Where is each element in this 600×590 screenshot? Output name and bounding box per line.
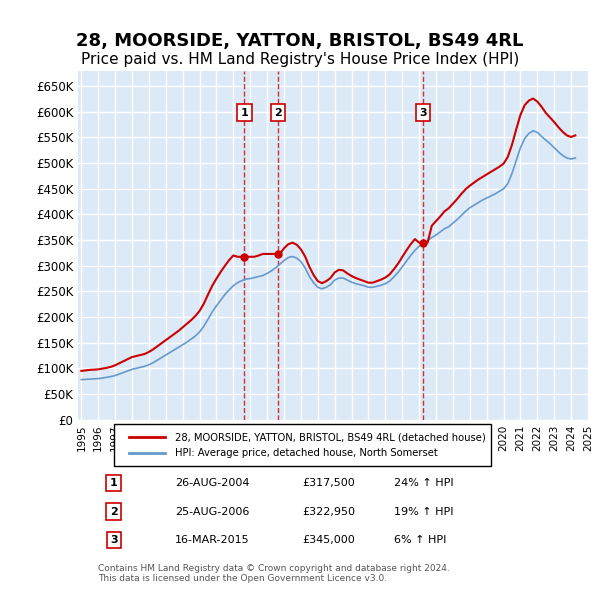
Text: Contains HM Land Registry data © Crown copyright and database right 2024.: Contains HM Land Registry data © Crown c… xyxy=(98,564,450,573)
Text: 1: 1 xyxy=(110,478,118,488)
Text: 3: 3 xyxy=(110,535,118,545)
Text: 28, MOORSIDE, YATTON, BRISTOL, BS49 4RL (detached house): 28, MOORSIDE, YATTON, BRISTOL, BS49 4RL … xyxy=(175,432,485,442)
Text: 19% ↑ HPI: 19% ↑ HPI xyxy=(394,507,454,517)
FancyBboxPatch shape xyxy=(114,424,491,466)
Text: 1: 1 xyxy=(241,107,248,117)
Text: 6% ↑ HPI: 6% ↑ HPI xyxy=(394,535,446,545)
Text: HPI: Average price, detached house, North Somerset: HPI: Average price, detached house, Nort… xyxy=(175,448,437,458)
Text: £345,000: £345,000 xyxy=(302,535,355,545)
Text: This data is licensed under the Open Government Licence v3.0.: This data is licensed under the Open Gov… xyxy=(98,573,388,583)
Text: 25-AUG-2006: 25-AUG-2006 xyxy=(175,507,249,517)
Text: 2: 2 xyxy=(274,107,282,117)
Text: 26-AUG-2004: 26-AUG-2004 xyxy=(175,478,250,488)
Text: 3: 3 xyxy=(419,107,427,117)
Text: 16-MAR-2015: 16-MAR-2015 xyxy=(175,535,250,545)
Text: 24% ↑ HPI: 24% ↑ HPI xyxy=(394,478,454,488)
Text: 2: 2 xyxy=(110,507,118,517)
Text: £322,950: £322,950 xyxy=(302,507,355,517)
Text: £317,500: £317,500 xyxy=(302,478,355,488)
Text: 28, MOORSIDE, YATTON, BRISTOL, BS49 4RL: 28, MOORSIDE, YATTON, BRISTOL, BS49 4RL xyxy=(76,32,524,51)
Text: Price paid vs. HM Land Registry's House Price Index (HPI): Price paid vs. HM Land Registry's House … xyxy=(81,52,519,67)
